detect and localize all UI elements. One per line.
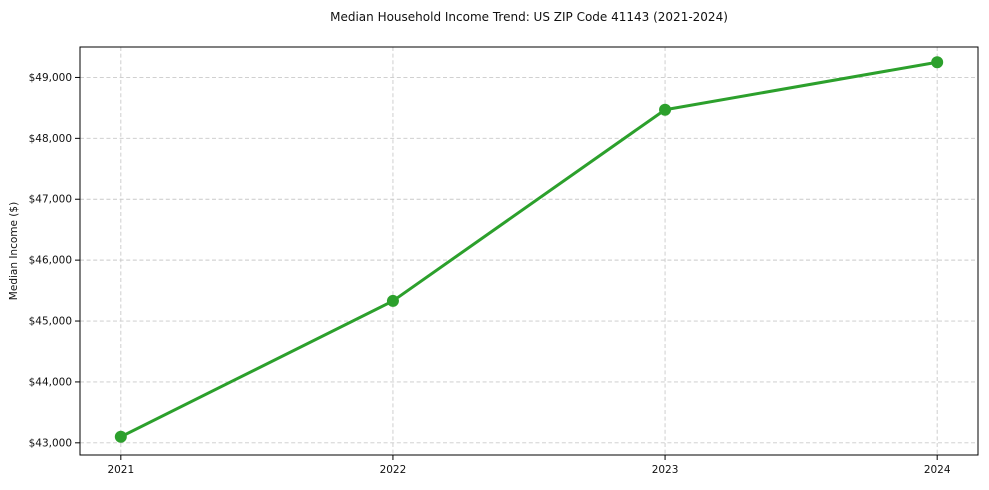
y-tick-label: $48,000 [29, 133, 72, 145]
x-tick-label: 2022 [380, 464, 407, 476]
x-tick-label: 2024 [924, 464, 951, 476]
y-tick-label: $46,000 [29, 255, 72, 267]
y-tick-label: $49,000 [29, 72, 72, 84]
income-trend-line [119, 60, 939, 439]
chart-title: Median Household Income Trend: US ZIP Co… [330, 10, 728, 24]
y-tick-label: $47,000 [29, 194, 72, 206]
data-point-marker [386, 294, 399, 307]
x-tick-label: 2023 [652, 464, 679, 476]
y-tick-label: $44,000 [29, 376, 72, 388]
data-point-marker [114, 430, 127, 443]
x-tick-label: 2021 [107, 464, 134, 476]
data-point-marker [931, 56, 944, 69]
y-tick-label: $45,000 [29, 316, 72, 328]
plot-border [79, 46, 979, 456]
y-tick-label: $43,000 [29, 437, 72, 449]
data-point-marker [659, 103, 672, 116]
